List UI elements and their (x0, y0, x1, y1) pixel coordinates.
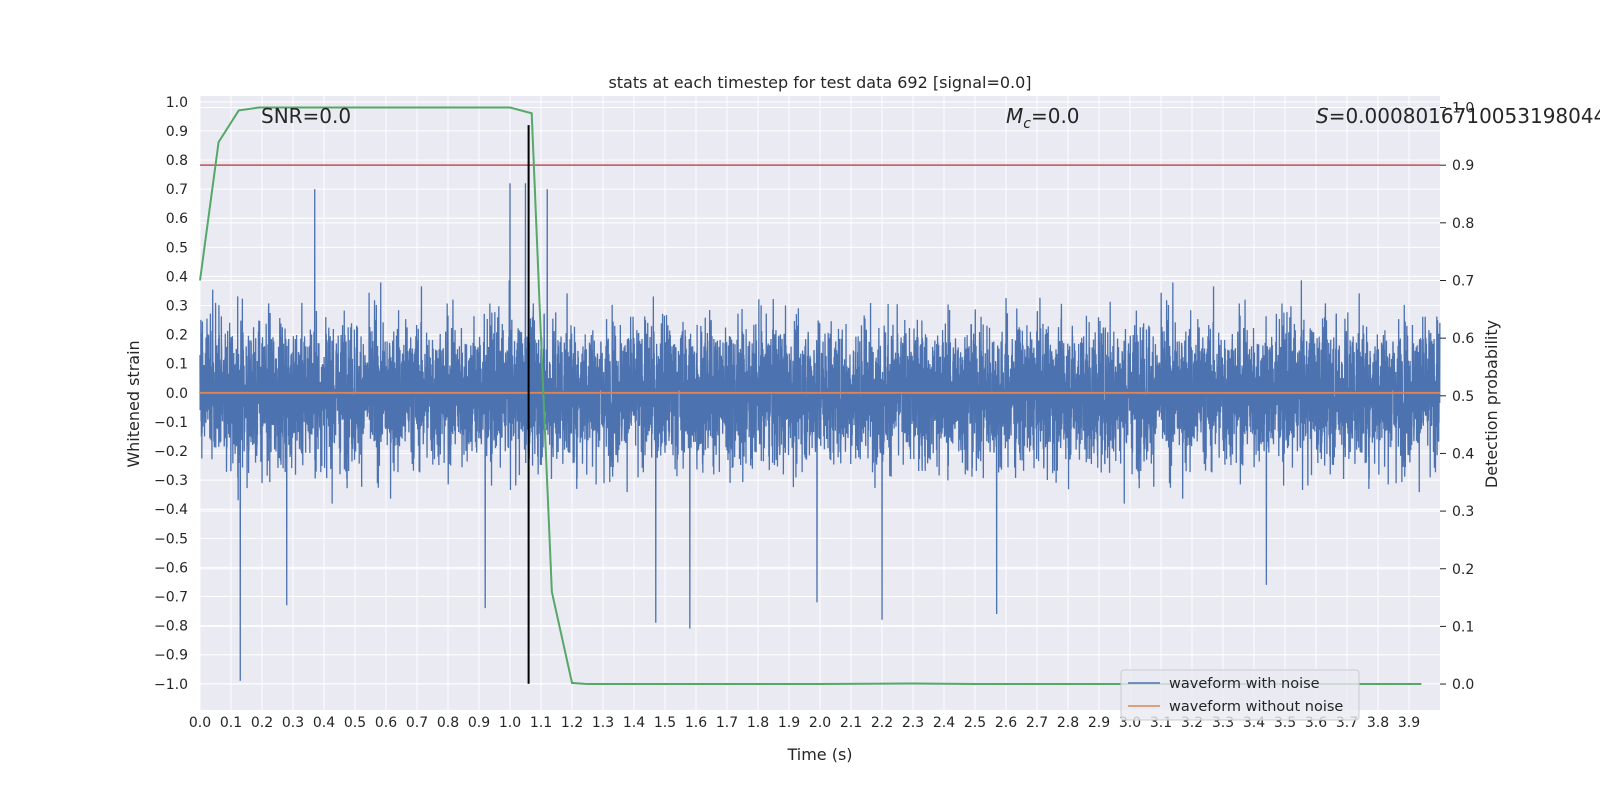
y-tick-label: 0.0 (166, 386, 188, 402)
mc-symbol: M (1006, 104, 1023, 128)
x-tick-label: 0.2 (251, 715, 273, 731)
x-tick-label: 2.7 (1026, 715, 1048, 731)
waveform-with-noise-line (199, 183, 1441, 681)
y-tick-label: 1.0 (166, 95, 188, 111)
y-tick-label: −0.1 (154, 415, 188, 431)
x-tick-label: 0.5 (344, 715, 366, 731)
x-tick-label: 0.3 (282, 715, 304, 731)
y-tick-label: 0.6 (166, 211, 188, 227)
y-tick-label: −1.0 (154, 677, 188, 693)
x-tick-label: 0.7 (406, 715, 428, 731)
x-axis-label: Time (s) (786, 745, 852, 764)
x-tick-label: 1.0 (499, 715, 521, 731)
chart-title: stats at each timestep for test data 692… (608, 73, 1031, 92)
x-tick-label: 1.9 (778, 715, 800, 731)
x-tick-label: 1.7 (716, 715, 738, 731)
x-tick-label: 2.2 (871, 715, 893, 731)
y-tick-label: 0.1 (166, 357, 188, 373)
y2-tick-label: 0.8 (1452, 216, 1474, 232)
legend: waveform with noise waveform without noi… (1120, 669, 1360, 721)
x-tick-label: 1.6 (685, 715, 707, 731)
y2-axis-label: Detection probability (1482, 320, 1501, 488)
detection-probability-line (199, 106, 1422, 686)
mc-value: =0.0 (1031, 104, 1080, 128)
legend-label-noise: waveform with noise (1169, 676, 1320, 692)
y2-tick-label: 0.4 (1452, 446, 1474, 462)
x-tick-label: 0.6 (375, 715, 397, 731)
y-tick-label: −0.9 (154, 648, 188, 664)
series-layer (199, 106, 1441, 686)
legend-label-clean: waveform without noise (1169, 699, 1343, 715)
y-tick-label: 0.4 (166, 269, 188, 285)
x-tick-label: 1.5 (654, 715, 676, 731)
y2-tick-label: 1.0 (1452, 101, 1474, 117)
x-tick-label: 2.5 (964, 715, 986, 731)
y2-tick-label: 0.5 (1452, 389, 1474, 405)
x-tick-label: 2.4 (933, 715, 955, 731)
x-tick-label: 2.0 (809, 715, 831, 731)
y-tick-label: 0.3 (166, 299, 188, 315)
x-tick-label: 1.8 (747, 715, 769, 731)
x-tick-label: 0.9 (468, 715, 490, 731)
y2-tick-label: 0.1 (1452, 619, 1474, 635)
y-axis-label: Whitened strain (124, 340, 143, 467)
y-tick-label: 0.2 (166, 328, 188, 344)
s-value: =0.0008016710053198044 (1329, 104, 1600, 128)
y-tick-label: −0.6 (154, 560, 188, 576)
y-tick-label: −0.2 (154, 444, 188, 460)
x-tick-label: 2.3 (902, 715, 924, 731)
y-tick-label: −0.7 (154, 590, 188, 606)
y-tick-label: 0.5 (166, 240, 188, 256)
mc-subscript: c (1023, 116, 1031, 132)
y-tick-label: −0.3 (154, 473, 188, 489)
y2-tick-label: 0.0 (1452, 677, 1474, 693)
s-annotation: S=0.0008016710053198044 (1316, 104, 1600, 128)
y2-tick-label: 0.7 (1452, 273, 1474, 289)
x-tick-label: 1.1 (530, 715, 552, 731)
x-tick-label: 2.1 (840, 715, 862, 731)
x-tick-label: 1.4 (623, 715, 645, 731)
x-tick-label: 3.8 (1367, 715, 1389, 731)
y2-tick-label: 0.3 (1452, 504, 1474, 520)
x-tick-label: 2.8 (1057, 715, 1079, 731)
x-tick-label: 2.9 (1088, 715, 1110, 731)
y-tick-label: −0.8 (154, 619, 188, 635)
y2-tick-label: 0.9 (1452, 158, 1474, 174)
x-tick-label: 2.6 (995, 715, 1017, 731)
x-tick-label: 3.9 (1398, 715, 1420, 731)
y2-tick-label: 0.2 (1452, 562, 1474, 578)
x-tick-label: 0.4 (313, 715, 335, 731)
x-tick-label: 1.3 (592, 715, 614, 731)
legend-box (1120, 669, 1360, 721)
snr-annotation: SNR=0.0 (261, 104, 351, 128)
y2-tick-label: 0.6 (1452, 331, 1474, 347)
y-tick-label: 0.7 (166, 182, 188, 198)
y-tick-label: −0.5 (154, 531, 188, 547)
x-tick-label: 1.2 (561, 715, 583, 731)
x-tick-label: 0.8 (437, 715, 459, 731)
y-tick-label: −0.4 (154, 502, 188, 518)
y-tick-label: 0.8 (166, 153, 188, 169)
x-tick-label: 0.0 (189, 715, 211, 731)
x-tick-label: 0.1 (220, 715, 242, 731)
y-tick-label: 0.9 (166, 124, 188, 140)
s-symbol: S (1316, 104, 1329, 128)
mc-annotation: Mc=0.0 (1006, 104, 1080, 132)
